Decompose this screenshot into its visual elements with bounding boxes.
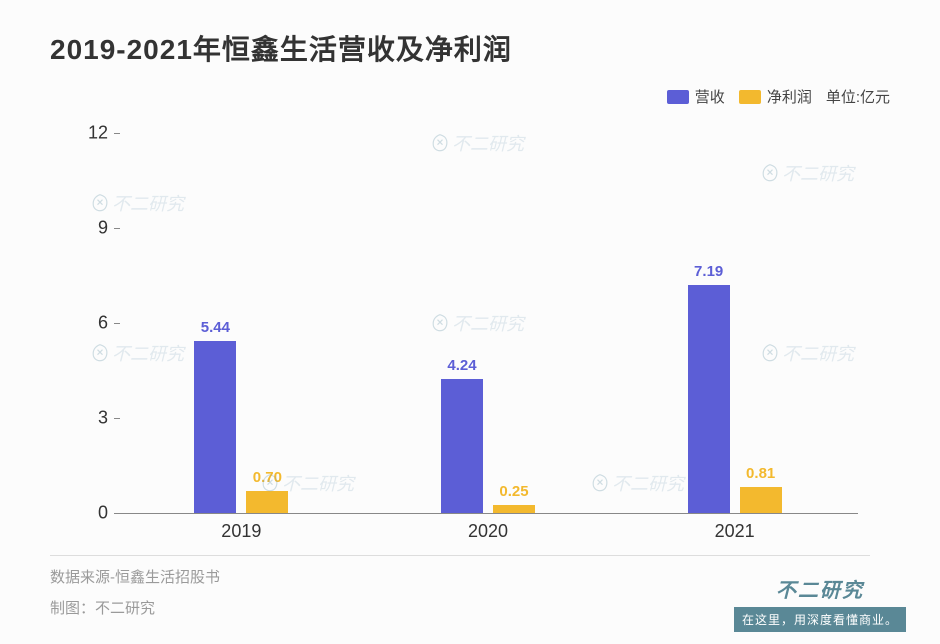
legend-unit: 单位:亿元 [826, 86, 890, 107]
legend-item-revenue: 营收 [667, 86, 725, 107]
x-category-label: 2019 [221, 521, 261, 542]
bar-group: 7.19 0.81 [688, 285, 782, 513]
bar-revenue: 7.19 [688, 285, 730, 513]
chart-area: 5.44 0.70 4.24 0.25 7.19 0.81 0 3 6 9 12 2019 2020… [58, 113, 878, 543]
y-tick-label: 3 [58, 408, 108, 429]
bar-group: 5.44 0.70 [194, 341, 288, 513]
chart-container: 2019-2021年恒鑫生活营收及净利润 营收 净利润 单位:亿元 5.44 0.… [0, 0, 940, 644]
bar-value-label: 5.44 [201, 319, 230, 336]
y-tick-label: 6 [58, 313, 108, 334]
y-tick-mark [114, 133, 120, 134]
bar-value-label: 7.19 [694, 263, 723, 280]
x-category-label: 2021 [715, 521, 755, 542]
brand-tagline: 在这里，用深度看懂商业。 [734, 607, 906, 632]
legend: 营收 净利润 单位:亿元 [50, 86, 890, 107]
y-tick-mark [114, 418, 120, 419]
bar-group: 4.24 0.25 [441, 379, 535, 513]
bar-revenue: 5.44 [194, 341, 236, 513]
x-axis-line [118, 513, 858, 514]
bar-value-label: 0.25 [499, 483, 528, 500]
bar-revenue: 4.24 [441, 379, 483, 513]
footer-divider [50, 555, 870, 556]
bar-profit: 0.81 [740, 487, 782, 513]
brand-name: 不二研究 [730, 574, 910, 603]
bar-value-label: 4.24 [447, 357, 476, 374]
legend-item-profit: 净利润 [739, 86, 812, 107]
chart-title: 2019-2021年恒鑫生活营收及净利润 [50, 28, 890, 68]
brand-box: 不二研究 在这里，用深度看懂商业。 [730, 574, 910, 632]
y-tick-label: 9 [58, 218, 108, 239]
y-tick-label: 12 [58, 123, 108, 144]
y-tick-mark [114, 228, 120, 229]
bar-profit: 0.25 [493, 505, 535, 513]
legend-swatch-profit [739, 90, 761, 104]
legend-label-revenue: 营收 [695, 86, 725, 107]
legend-label-profit: 净利润 [767, 86, 812, 107]
y-tick-mark [114, 323, 120, 324]
bar-value-label: 0.70 [253, 469, 282, 486]
plot-region: 5.44 0.70 4.24 0.25 7.19 0.81 [118, 133, 858, 513]
bar-profit: 0.70 [246, 491, 288, 513]
x-category-label: 2020 [468, 521, 508, 542]
y-tick-label: 0 [58, 503, 108, 524]
legend-swatch-revenue [667, 90, 689, 104]
bar-value-label: 0.81 [746, 465, 775, 482]
